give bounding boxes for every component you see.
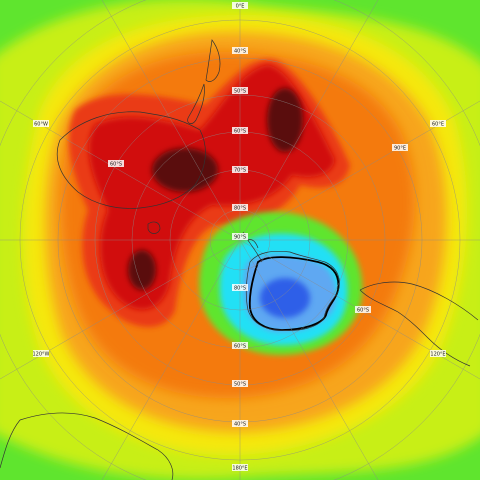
lat-label-60-west: 60°S <box>110 162 122 168</box>
meridian-30e <box>239 0 379 241</box>
lat-label-40: 40°S <box>234 49 246 55</box>
lon-label-60e: 60°E <box>432 122 444 128</box>
landmass-antarctica <box>245 250 340 331</box>
core-dark-red-southwest <box>128 250 156 290</box>
lon-label-0: 0°E <box>236 4 245 10</box>
lon-label-90e: 90°E <box>394 146 406 152</box>
lon-label-180: 180°E <box>232 466 247 472</box>
lat-label-40-south: 40°S <box>234 422 246 428</box>
grid-labels: 90°S 0°E 60°E 90°E 120°E 180°E 120°W 60°… <box>33 2 446 472</box>
lat-label-60-south: 60°S <box>234 344 246 350</box>
pole-label: 90°S <box>234 235 246 241</box>
lon-label-60w: 60°W <box>34 122 48 128</box>
landmass-new-zealand-south <box>187 83 205 124</box>
lat-label-70: 70°S <box>234 168 246 174</box>
lat-label-50: 50°S <box>234 89 246 95</box>
lon-label-120e: 120°E <box>430 352 445 358</box>
lon-label-120w: 120°W <box>33 352 50 358</box>
landmass-south-america <box>359 281 479 367</box>
landmass-tasmania <box>147 221 161 234</box>
lat-label-80: 80°S <box>234 206 246 212</box>
lat-label-60-east: 60°S <box>357 308 369 314</box>
core-dark-red-north <box>267 88 303 152</box>
lat-label-80-south: 80°S <box>234 286 246 292</box>
meridian-150w <box>101 239 241 480</box>
core-dark-red-west <box>152 148 218 192</box>
landmass-australia <box>56 111 206 209</box>
landmass-africa <box>0 412 174 480</box>
lat-label-60: 60°S <box>234 129 246 135</box>
lat-label-50-south: 50°S <box>234 382 246 388</box>
meridian-150e <box>239 239 379 480</box>
band-blue-core <box>260 278 310 318</box>
meridian-30w <box>101 0 241 241</box>
ozone-hole-contour <box>248 256 340 331</box>
landmass-new-zealand-north <box>205 39 221 82</box>
